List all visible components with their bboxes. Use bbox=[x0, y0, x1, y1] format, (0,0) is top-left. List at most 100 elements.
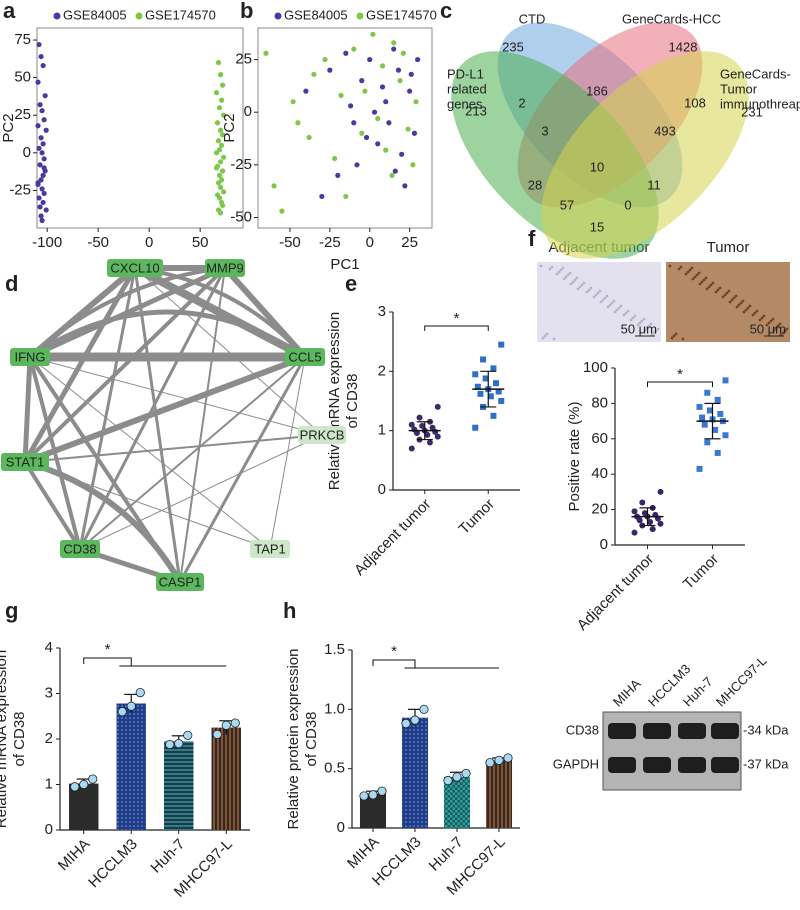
point bbox=[379, 63, 386, 69]
point bbox=[379, 84, 386, 90]
point bbox=[220, 132, 226, 138]
point bbox=[351, 120, 357, 126]
network-edge bbox=[24, 434, 323, 463]
network-node-label: CD38 bbox=[63, 541, 96, 556]
network-node-label: CXCL10 bbox=[110, 260, 159, 275]
ihc-texture bbox=[624, 311, 628, 315]
point bbox=[351, 46, 357, 52]
point bbox=[714, 396, 721, 403]
ihc-texture bbox=[691, 277, 695, 281]
point bbox=[426, 439, 433, 446]
ihc-texture bbox=[652, 331, 656, 335]
ihc-texture bbox=[617, 306, 621, 310]
y-tick-label: 60 bbox=[591, 430, 608, 447]
ihc-texture bbox=[730, 298, 734, 302]
point bbox=[343, 193, 349, 200]
point bbox=[722, 432, 729, 439]
point bbox=[498, 398, 505, 404]
venn-count: 10 bbox=[590, 159, 604, 174]
point bbox=[419, 422, 426, 429]
venn-set-label: GeneCards-HCC bbox=[622, 11, 721, 26]
point bbox=[216, 195, 223, 201]
network-edge bbox=[29, 356, 323, 436]
venn-count: 235 bbox=[502, 39, 524, 54]
y-axis-label: Relative mRNA expression bbox=[326, 312, 343, 490]
point bbox=[696, 465, 703, 472]
point bbox=[213, 150, 220, 156]
ihc-texture bbox=[552, 337, 556, 341]
x-tick-label: Tumor bbox=[456, 496, 498, 538]
y-tick-label: 20 bbox=[591, 501, 608, 518]
point bbox=[295, 120, 301, 126]
point bbox=[35, 79, 41, 85]
point bbox=[327, 67, 333, 73]
ihc-texture bbox=[606, 305, 610, 309]
point bbox=[183, 730, 193, 740]
ihc-texture bbox=[767, 321, 771, 325]
point bbox=[220, 168, 226, 174]
point bbox=[503, 753, 513, 763]
ihc-texture bbox=[674, 332, 678, 336]
plot-frame bbox=[36, 27, 244, 229]
venn-count: 1428 bbox=[669, 39, 698, 54]
ihc-texture bbox=[755, 309, 759, 313]
point bbox=[41, 165, 47, 171]
ihc-texture bbox=[697, 271, 701, 275]
point bbox=[311, 71, 317, 77]
network-node-label: IFNG bbox=[14, 349, 45, 364]
ihc-texture bbox=[598, 289, 602, 293]
ihc-texture bbox=[599, 300, 603, 304]
venn-count: 15 bbox=[590, 219, 604, 234]
network-edge bbox=[78, 267, 227, 550]
ihc-texture bbox=[741, 299, 745, 303]
ihc-texture bbox=[642, 317, 646, 321]
ihc-texture bbox=[566, 273, 570, 277]
ihc-texture bbox=[785, 327, 789, 331]
ihc-texture bbox=[543, 334, 547, 338]
ihc-image bbox=[537, 262, 661, 342]
point bbox=[429, 424, 436, 431]
point bbox=[472, 371, 479, 378]
y-tick-label: 25 bbox=[235, 51, 252, 68]
venn-count: 493 bbox=[654, 123, 676, 138]
network-edge bbox=[79, 356, 306, 550]
scale-bar-label: 50 μm bbox=[750, 321, 786, 336]
ihc-texture bbox=[589, 286, 593, 290]
point bbox=[415, 56, 421, 63]
point bbox=[443, 775, 453, 786]
ihc-texture bbox=[771, 317, 775, 321]
ihc-texture bbox=[559, 268, 563, 272]
significance-bracket bbox=[647, 381, 713, 387]
blot-band bbox=[608, 757, 636, 773]
venn-set-label: immunothreapy bbox=[720, 96, 800, 111]
y-axis-label: of CD38 bbox=[344, 373, 361, 428]
point bbox=[220, 202, 226, 209]
point bbox=[631, 508, 638, 515]
ihc-texture bbox=[705, 287, 709, 291]
point bbox=[383, 99, 389, 105]
point bbox=[37, 162, 43, 168]
ihc-texture bbox=[668, 264, 672, 268]
point bbox=[212, 729, 222, 740]
point bbox=[271, 183, 277, 189]
point bbox=[391, 40, 397, 46]
y-tick-label: 25 bbox=[14, 106, 31, 123]
ihc-texture bbox=[587, 288, 591, 292]
y-axis-label: PC2 bbox=[221, 113, 238, 142]
x-tick-label: -25 bbox=[319, 234, 341, 251]
point bbox=[338, 92, 344, 98]
y-tick-label: 1.0 bbox=[324, 700, 345, 717]
ihc-texture bbox=[615, 308, 619, 312]
point bbox=[704, 389, 711, 396]
network-edge bbox=[78, 267, 137, 550]
point bbox=[371, 109, 378, 115]
ihc-texture bbox=[656, 327, 660, 331]
x-tick-label: Huh-7 bbox=[147, 836, 188, 877]
venn-set-label: related bbox=[447, 81, 487, 96]
network-edge bbox=[179, 267, 226, 583]
panel-letter: d bbox=[5, 271, 18, 296]
point bbox=[452, 772, 462, 782]
point bbox=[413, 99, 419, 105]
point bbox=[36, 41, 42, 48]
ihc-texture bbox=[727, 289, 731, 293]
